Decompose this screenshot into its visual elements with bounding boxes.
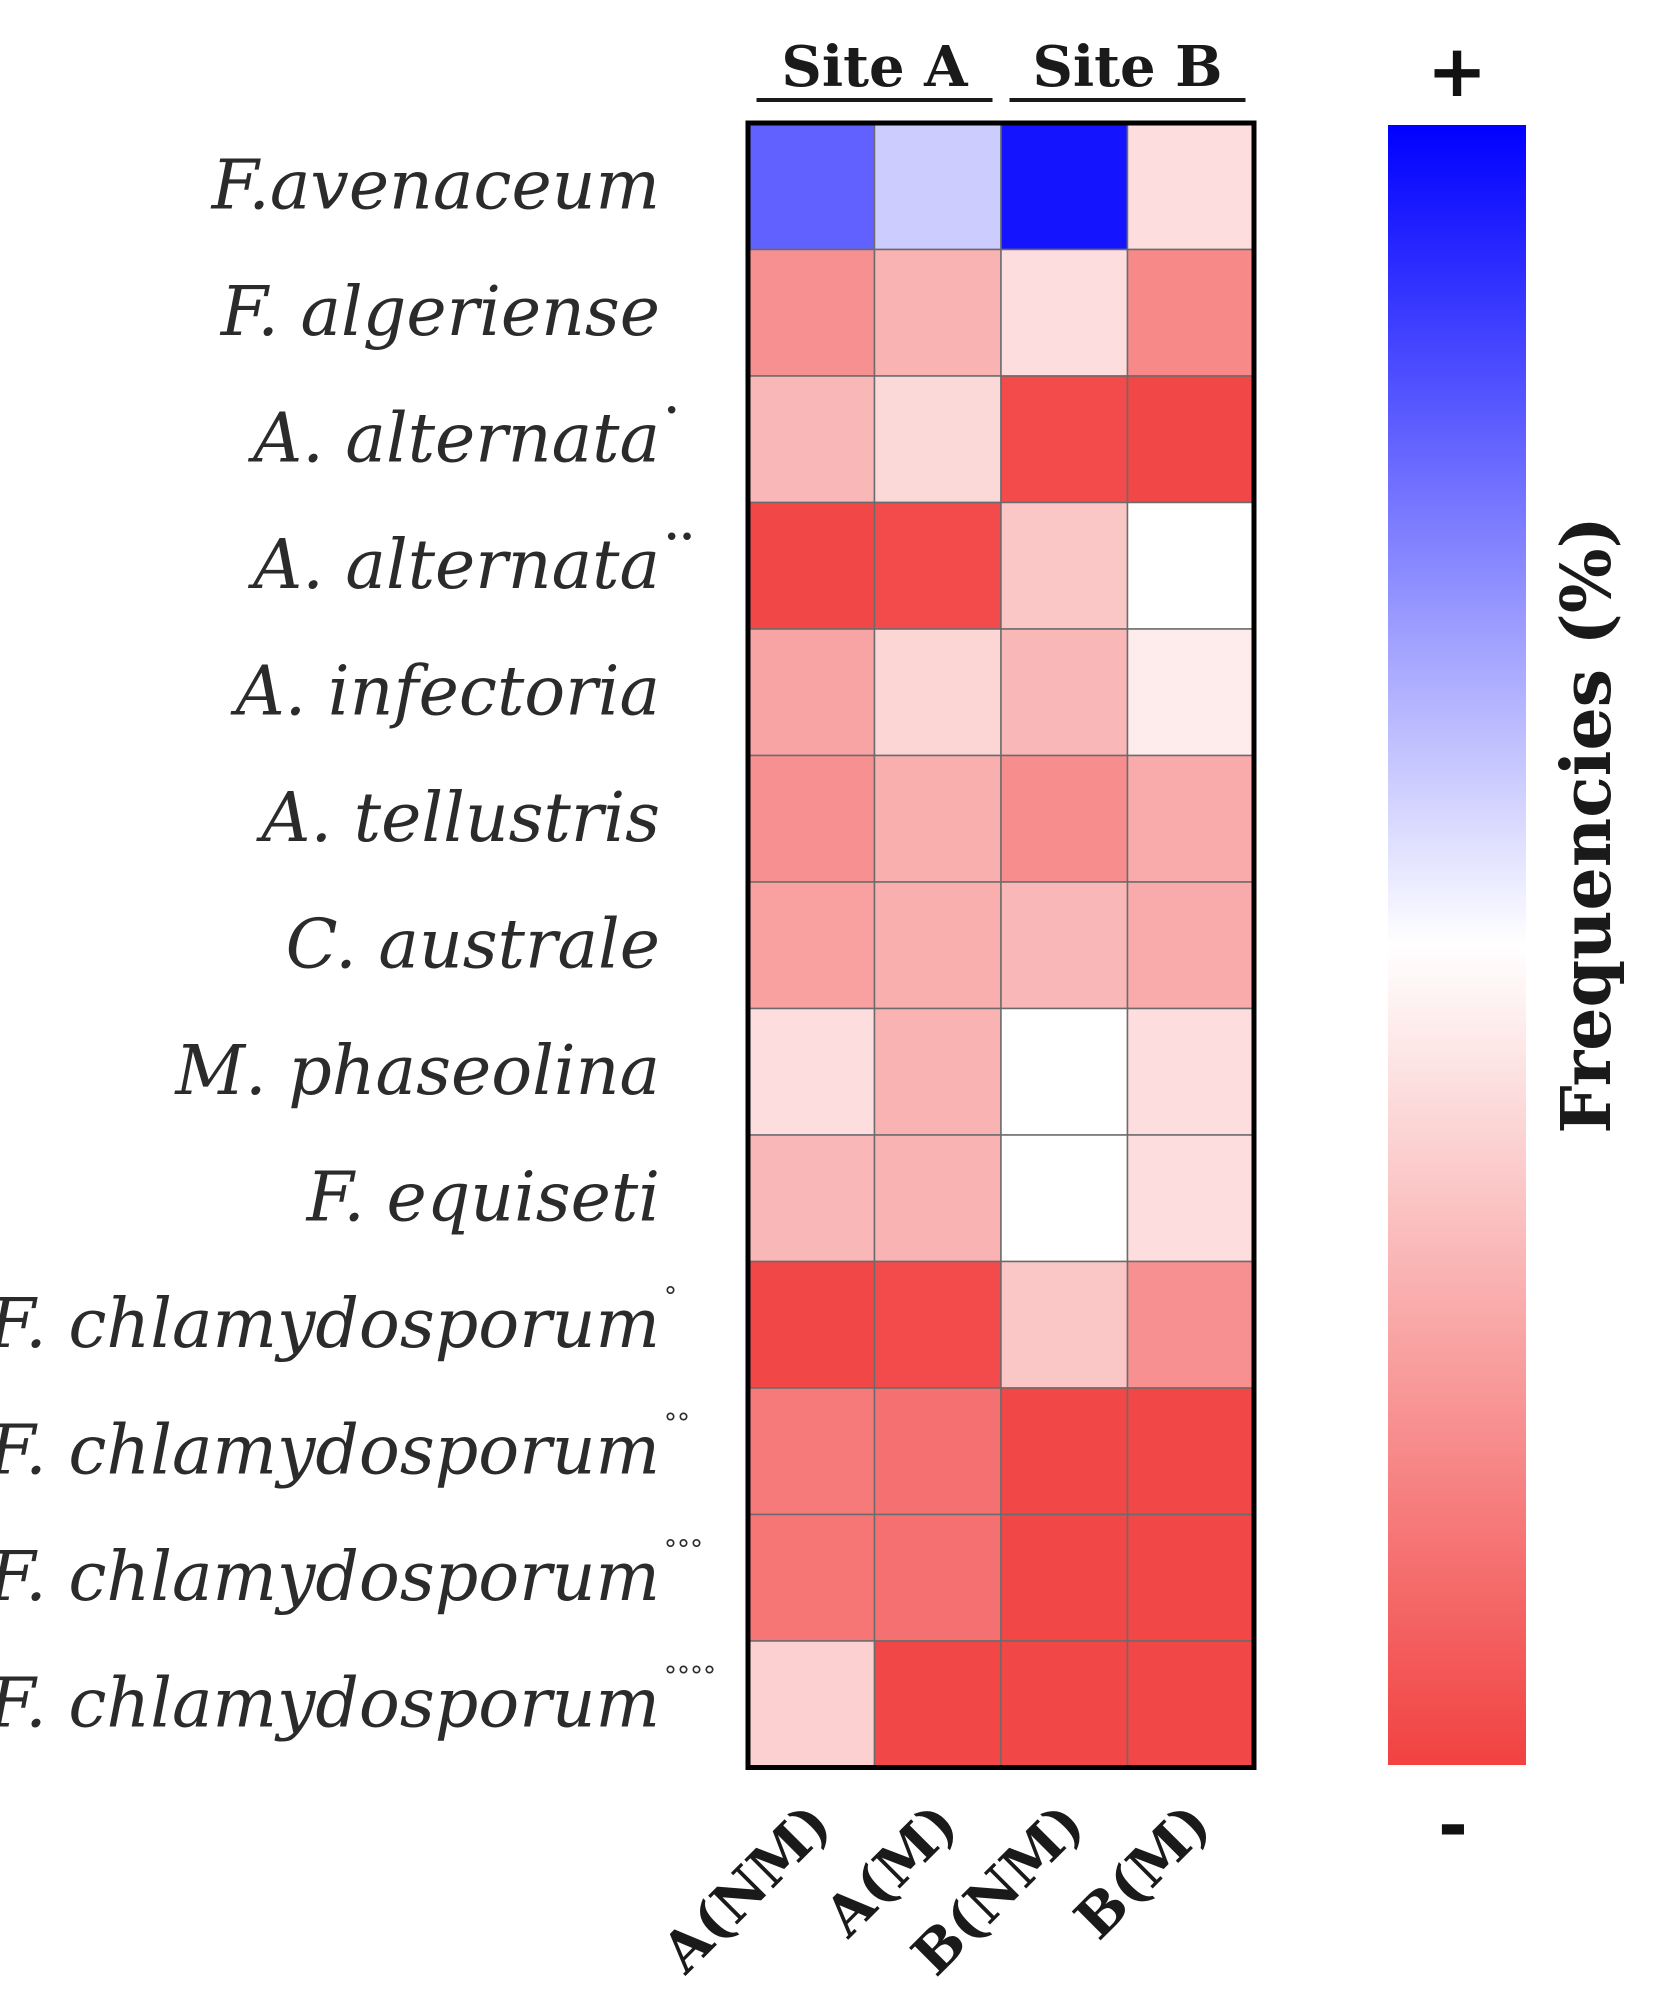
site-labels: Site A Site B [756, 34, 1246, 102]
heatmap-cell-r2-c1 [873, 375, 1002, 504]
heatmap-cell-r8-c0 [747, 1134, 876, 1263]
heatmap-cell-r0-c3 [1126, 122, 1255, 251]
heatmap-cell-r10-c2 [1000, 1387, 1129, 1516]
heatmap-cell-r11-c0 [747, 1513, 876, 1642]
row-label: A. alternata [247, 399, 660, 478]
column-label: A(NM) [648, 1791, 844, 1987]
heatmap-cell-r10-c1 [873, 1387, 1002, 1516]
row-label: F. equiseti [305, 1158, 660, 1237]
legend-color-bar [1388, 125, 1526, 1765]
legend-title: Frequencies (%) [1547, 516, 1627, 1133]
heatmap-cell-r11-c2 [1000, 1513, 1129, 1642]
heatmap-cell-r8-c2 [1000, 1134, 1129, 1263]
heatmap-cell-r5-c2 [1000, 754, 1129, 883]
heatmap-cell-r4-c3 [1126, 628, 1255, 757]
row-label: F. chlamydosporum [0, 1285, 660, 1364]
heatmap-cell-r7-c2 [1000, 1007, 1129, 1136]
row-label: F.avenaceum [210, 146, 660, 225]
heatmap-cell-r4-c2 [1000, 628, 1129, 757]
heatmap-cell-r1-c1 [873, 248, 1002, 377]
heatmap-cell-r4-c0 [747, 628, 876, 757]
row-label-superscript: •• [664, 523, 695, 553]
heatmap-cell-r7-c0 [747, 1007, 876, 1136]
heatmap-cell-r9-c1 [873, 1260, 1002, 1389]
heatmap-cell-r0-c2 [1000, 122, 1129, 251]
heatmap-cell-r3-c0 [747, 501, 876, 630]
row-label-superscript: °°° [664, 1535, 703, 1565]
row-label: A. tellustris [255, 779, 660, 858]
row-label-superscript: • [664, 396, 679, 426]
column-labels: A(NM)A(M)B(NM)B(M) [648, 1791, 1223, 1989]
heatmap-cell-r5-c3 [1126, 754, 1255, 883]
heatmap-cell-r1-c2 [1000, 248, 1129, 377]
heatmap-cell-r5-c1 [873, 754, 1002, 883]
heatmap-cell-r7-c1 [873, 1007, 1002, 1136]
heatmap-cell-r10-c3 [1126, 1387, 1255, 1516]
heatmap-cell-r8-c3 [1126, 1134, 1255, 1263]
heatmap-cell-r10-c0 [747, 1387, 876, 1516]
heatmap-cell-r3-c1 [873, 501, 1002, 630]
row-label: A. infectoria [230, 652, 660, 731]
heatmap-cell-r2-c2 [1000, 375, 1129, 504]
site-label: Site B [1032, 34, 1222, 100]
heatmap-cell-r9-c2 [1000, 1260, 1129, 1389]
row-label: F. chlamydosporum [0, 1411, 660, 1490]
column-label: B(M) [1062, 1791, 1223, 1952]
heatmap-cell-r6-c2 [1000, 881, 1129, 1010]
heatmap-cell-r1-c0 [747, 248, 876, 377]
heatmap-cell-r2-c3 [1126, 375, 1255, 504]
row-label-superscript: °°°° [664, 1661, 716, 1691]
site-label: Site A [781, 34, 969, 100]
heatmap-cell-r6-c1 [873, 881, 1002, 1010]
heatmap-cell-r9-c3 [1126, 1260, 1255, 1389]
legend-low-label: - [1438, 1783, 1468, 1867]
heatmap-cell-r11-c3 [1126, 1513, 1255, 1642]
heatmap-cell-r1-c3 [1126, 248, 1255, 377]
heatmap-cell-r11-c1 [873, 1513, 1002, 1642]
heatmap-cell-r2-c0 [747, 375, 876, 504]
heatmap-cell-r12-c2 [1000, 1640, 1129, 1769]
heatmap-cell-r8-c1 [873, 1134, 1002, 1263]
row-label: M. phaseolina [173, 1032, 660, 1111]
heatmap-cell-r7-c3 [1126, 1007, 1255, 1136]
row-label: C. australe [286, 905, 660, 984]
heatmap-border [745, 120, 1257, 1770]
row-label-superscript: °° [664, 1408, 690, 1438]
heatmap-cell-r6-c3 [1126, 881, 1255, 1010]
heatmap-cell-r3-c2 [1000, 501, 1129, 630]
heatmap-cell-r0-c0 [747, 122, 876, 251]
row-label-superscript: ° [664, 1282, 677, 1312]
row-label: F. chlamydosporum [0, 1664, 660, 1743]
heatmap-cells [745, 120, 1257, 1770]
legend-high-label: + [1427, 29, 1487, 113]
row-label: F. chlamydosporum [0, 1538, 660, 1617]
row-label: A. alternata [247, 526, 660, 605]
heatmap-cell-r5-c0 [747, 754, 876, 883]
heatmap-cell-r12-c3 [1126, 1640, 1255, 1769]
heatmap-cell-r3-c3 [1126, 501, 1255, 630]
heatmap-cell-r4-c1 [873, 628, 1002, 757]
color-legend: + - Frequencies (%) [1388, 29, 1627, 1867]
heatmap-cell-r9-c0 [747, 1260, 876, 1389]
heatmap-cell-r12-c0 [747, 1640, 876, 1769]
row-label: F. algeriense [219, 273, 660, 352]
heatmap-cell-r6-c0 [747, 881, 876, 1010]
heatmap-cell-r12-c1 [873, 1640, 1002, 1769]
heatmap-cell-r0-c1 [873, 122, 1002, 251]
